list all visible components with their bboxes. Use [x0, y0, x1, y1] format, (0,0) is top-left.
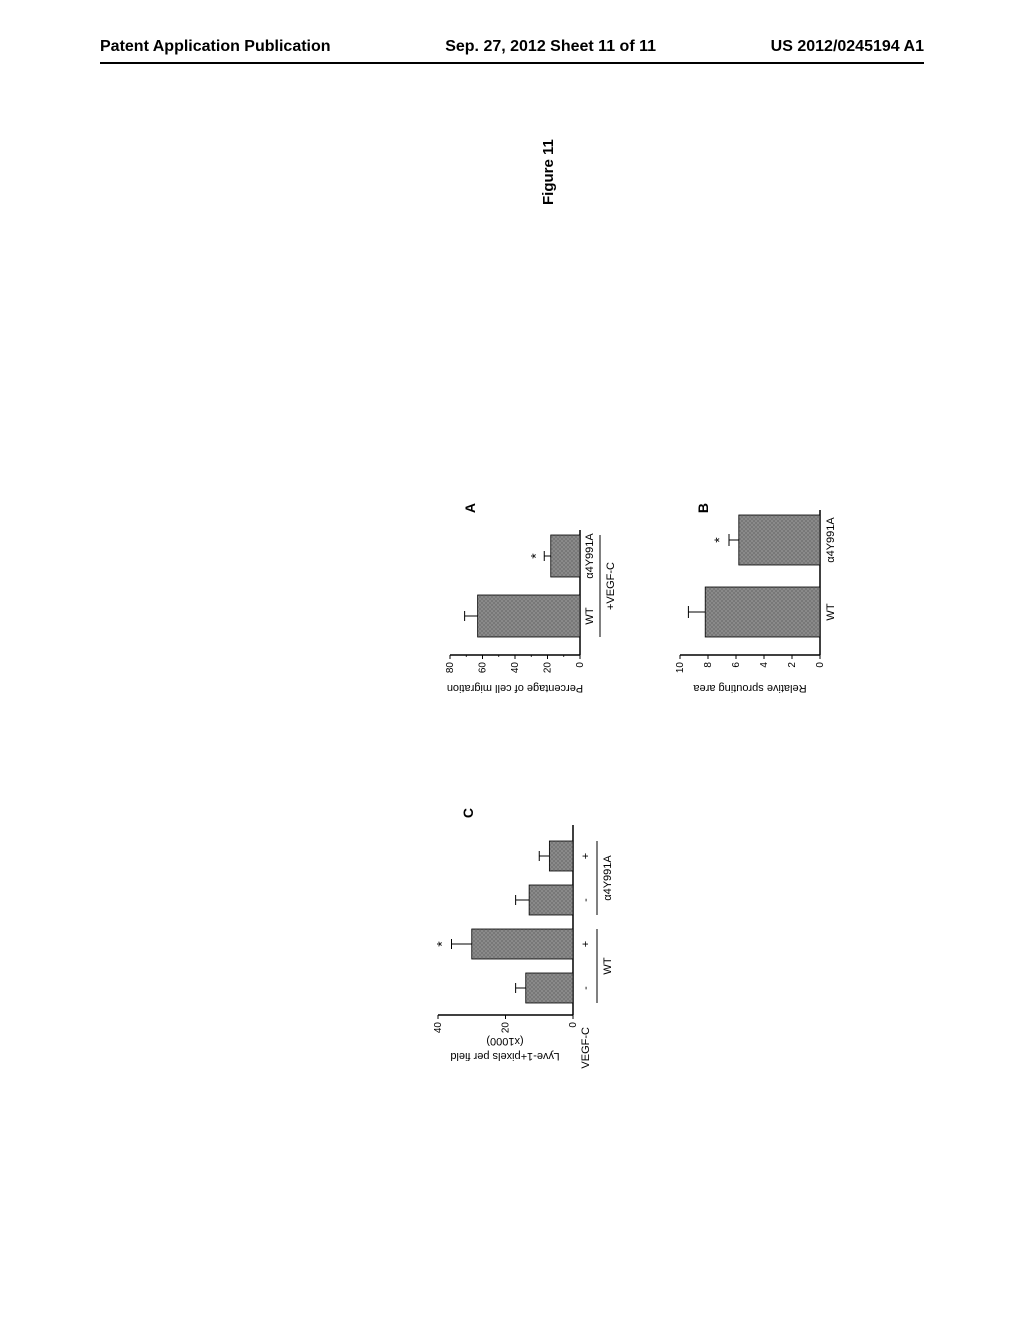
header-right: US 2012/0245194 A1 — [771, 38, 924, 56]
svg-text:20: 20 — [543, 662, 554, 674]
svg-text:-: - — [580, 986, 592, 990]
svg-text:40: 40 — [510, 662, 521, 674]
svg-text:α4Y991A: α4Y991A — [602, 855, 614, 901]
chart-c-ylabel-sub: (x1000) — [486, 1035, 523, 1047]
svg-text:10: 10 — [675, 662, 686, 674]
svg-text:20: 20 — [501, 1022, 512, 1034]
svg-text:*: * — [711, 537, 727, 543]
svg-text:8: 8 — [703, 662, 714, 668]
svg-text:VEGF-C: VEGF-C — [580, 1027, 592, 1069]
chart-b-ylabel: Relative sprouting area — [693, 682, 807, 694]
svg-text:4: 4 — [759, 662, 770, 668]
chart-a: 0 20 40 60 80 WT * α4Y991A Percentage of cell … — [430, 505, 650, 715]
svg-text:α4Y991A: α4Y991A — [825, 517, 837, 563]
svg-text:6: 6 — [731, 662, 742, 668]
figure-title: Figure 11 — [540, 139, 557, 205]
header-rule — [100, 62, 924, 64]
svg-text:-: - — [580, 898, 592, 902]
svg-text:0: 0 — [575, 662, 586, 668]
svg-text:*: * — [434, 941, 450, 947]
svg-text:α4Y991A: α4Y991A — [584, 533, 596, 579]
svg-text:2: 2 — [787, 662, 798, 668]
chart-a-ylabel: Percentage of cell migration — [447, 682, 583, 694]
header-center: Sep. 27, 2012 Sheet 11 of 11 — [445, 38, 656, 56]
svg-text:+: + — [580, 853, 592, 859]
svg-text:0: 0 — [568, 1022, 579, 1028]
chart-c-ylabel: Lyve-1+pixels per field — [450, 1050, 559, 1062]
svg-text:WT: WT — [584, 607, 596, 624]
header-left: Patent Application Publication — [100, 38, 331, 56]
svg-text:40: 40 — [433, 1022, 444, 1034]
chart-c: 02040 * Lyve-1+pixels per field (x1000) … — [418, 805, 678, 1085]
svg-text:WT: WT — [602, 957, 614, 974]
svg-text:80: 80 — [445, 662, 456, 674]
svg-text:WT: WT — [825, 603, 837, 620]
chart-b: 0 2 4 6 8 10 WT * α4Y991A Relative sprouting ar… — [660, 505, 900, 715]
svg-text:0: 0 — [815, 662, 826, 668]
svg-text:60: 60 — [478, 662, 489, 674]
svg-text:*: * — [527, 553, 543, 559]
svg-text:+VEGF-C: +VEGF-C — [605, 562, 617, 610]
svg-text:+: + — [580, 941, 592, 947]
